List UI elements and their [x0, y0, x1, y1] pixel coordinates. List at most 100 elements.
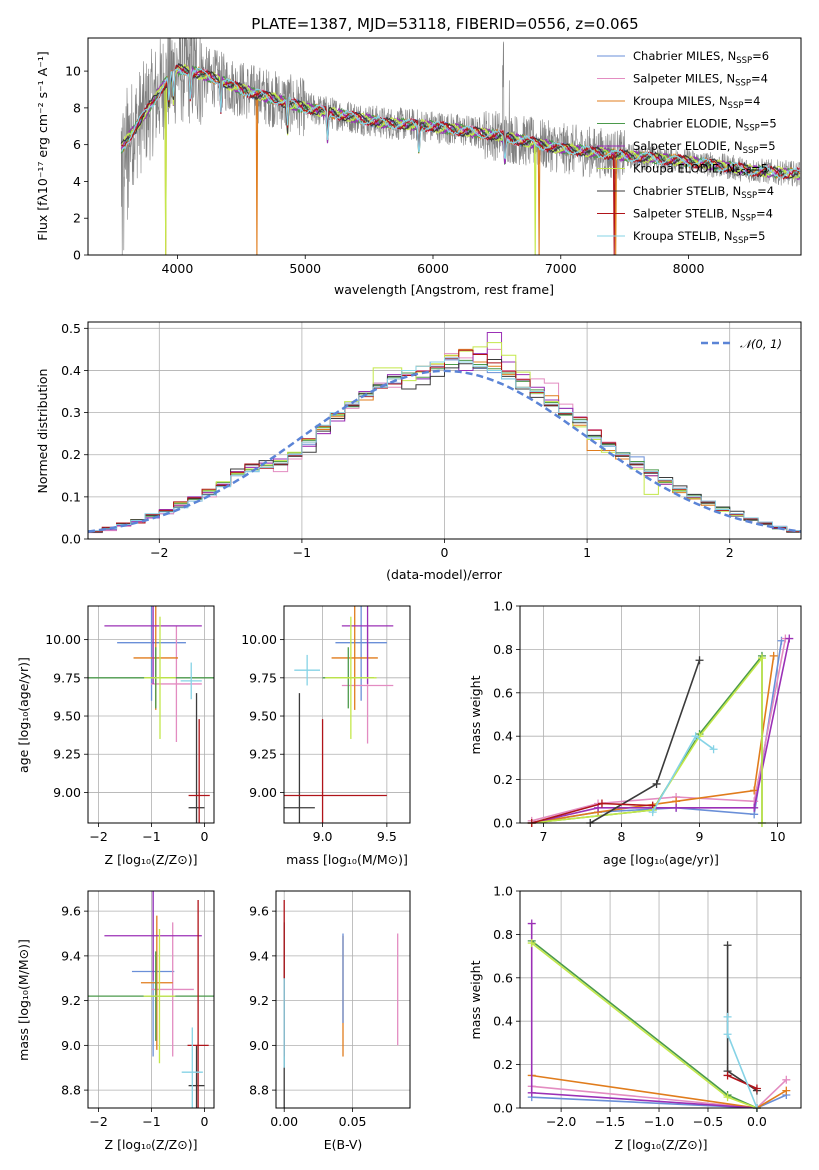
y-tick-label: 0.3: [61, 405, 81, 420]
legend-entry-subscript: SSP: [735, 169, 751, 179]
y-tick-label: 0.2: [493, 772, 513, 787]
y-tick-label: 9.0: [61, 1038, 81, 1053]
weight-point-marker: [750, 786, 759, 795]
y-tick-label: 1.0: [493, 884, 513, 899]
legend-entry-subscript: SSP: [736, 56, 752, 66]
legend-entry-count: =6: [752, 49, 769, 63]
age-vs-metallicity-xlabel: Z [log₁₀(Z/Z⊙)]: [105, 852, 198, 867]
weights-vs-age-axes-frame: [519, 605, 802, 824]
y-tick-label: 9.0: [249, 1038, 269, 1053]
y-tick-label: 0.8: [493, 642, 513, 657]
age-vs-mass-xlabel: mass [log₁₀(M/M⊙)]: [286, 852, 408, 867]
residual-histogram: [88, 342, 801, 532]
residuals-axes-frame: [87, 321, 802, 540]
weight-point-marker: [757, 654, 766, 663]
y-tick-label: 9.50: [53, 709, 81, 724]
weight-point-marker: [769, 651, 778, 660]
y-tick-label: 9.50: [249, 709, 277, 724]
y-tick-label: 9.4: [249, 948, 269, 963]
legend-entry-count: =4: [743, 94, 760, 108]
x-tick-label: 0.05: [339, 1114, 367, 1129]
legend-entry: Salpeter MILES, NSSP=4: [633, 72, 768, 89]
x-tick-label: −0.5: [693, 1114, 723, 1129]
y-tick-label: 10: [65, 64, 81, 79]
mass-vs-metallicity-panel: −2 −1 0 8.8 9.0 9.2 9.4 9.6 Z [log₁₀(Z/Z⊙)] mas…: [16, 890, 215, 1152]
y-tick-label: 0.1: [61, 489, 81, 504]
model-spectrum-line: [121, 67, 801, 180]
y-tick-label: 9.00: [53, 785, 81, 800]
x-tick-label: 9.5: [377, 829, 397, 844]
legend-entry-count: =5: [748, 229, 765, 243]
weight-point-marker: [782, 1075, 791, 1084]
y-tick-label: 1.0: [493, 599, 513, 614]
weight-series-line: [727, 1074, 758, 1090]
legend-entry: Kroupa ELODIE, NSSP=5: [633, 162, 768, 179]
weight-point-marker: [648, 808, 657, 817]
weights-vs-metallicity-panel: −2.0 −1.5 −1.0 −0.5 0.0 0.0 0.2 0.4 0.6 0.8 1.0 Z …: [468, 884, 802, 1152]
mass-vs-metallicity-axes-frame: [87, 890, 215, 1109]
x-tick-label: −1: [293, 545, 311, 560]
y-tick-label: 0.2: [493, 1057, 513, 1072]
x-tick-label: 0: [200, 829, 208, 844]
y-tick-label: 9.00: [249, 785, 277, 800]
legend-entry-count: =5: [751, 162, 768, 176]
legend-entry-name: Salpeter MILES, N: [633, 72, 735, 86]
weight-point-marker: [695, 656, 704, 665]
x-tick-label: −2: [150, 545, 168, 560]
x-tick-label: −2.0: [546, 1114, 576, 1129]
weight-point-marker: [652, 779, 661, 788]
x-tick-label: −1: [142, 829, 160, 844]
x-tick-label: −1: [142, 1114, 160, 1129]
weights-vs-metallicity-ylabel: mass weight: [468, 960, 483, 1039]
mass-vs-metallicity-xlabel: Z [log₁₀(Z/Z⊙)]: [105, 1137, 198, 1152]
mass-vs-extinction-xlabel: E(B-V): [324, 1137, 363, 1152]
weight-point-marker: [785, 634, 794, 643]
y-tick-label: 0.5: [61, 321, 81, 336]
x-tick-label: 0: [200, 1114, 208, 1129]
weight-point-marker: [723, 1012, 732, 1021]
spectrum-axes-frame: [87, 37, 802, 256]
x-tick-label: −2: [89, 1114, 107, 1129]
weight-point-marker: [752, 1084, 761, 1093]
legend-entry-subscript: SSP: [741, 191, 757, 201]
legend-entry-subscript: SSP: [728, 101, 744, 111]
legend-entry-name: Chabrier ELODIE, N: [633, 117, 744, 131]
legend-entry-name: Salpeter ELODIE, N: [633, 139, 743, 153]
weight-point-marker: [527, 919, 536, 928]
y-tick-label: 9.4: [61, 948, 81, 963]
y-tick-label: 0.4: [61, 363, 81, 378]
y-tick-label: 2: [73, 211, 81, 226]
residuals-xlabel: (data-model)/error: [386, 567, 503, 582]
age-vs-mass-panel: 9.0 9.5 9.00 9.25 9.50 9.75 10.00 mass [log₁₀(…: [241, 605, 411, 867]
legend-entry-subscript: SSP: [735, 79, 751, 89]
legend-entry-count: =4: [751, 72, 768, 86]
weight-point-marker: [723, 941, 732, 950]
legend-entry-subscript: SSP: [744, 124, 760, 134]
legend-entry-count: =5: [760, 117, 777, 131]
y-tick-label: 9.75: [249, 670, 277, 685]
weight-point-marker: [723, 1071, 732, 1080]
weights-vs-metallicity-axes-frame: [519, 890, 802, 1109]
legend-entry: Chabrier STELIB, NSSP=4: [633, 184, 774, 201]
weight-point-marker: [527, 1088, 536, 1097]
mass-vs-extinction-panel: 0.00 0.05 8.8 9.0 9.2 9.4 9.6 E(B-V): [249, 890, 411, 1152]
x-tick-label: 1: [583, 545, 591, 560]
residuals-panel: −2 −1 0 1 2 0.0 0.1 0.2 0.3 0.4 0.5 (data-model)/e…: [35, 321, 802, 582]
y-tick-label: 9.25: [53, 747, 81, 762]
legend-entry-subscript: SSP: [740, 214, 756, 224]
y-tick-label: 0.4: [493, 1014, 513, 1029]
x-tick-label: 9: [696, 829, 704, 844]
x-tick-label: 10: [770, 829, 786, 844]
weight-point-marker: [691, 732, 700, 741]
x-tick-label: 7: [539, 829, 547, 844]
x-tick-label: 8: [617, 829, 625, 844]
weight-point-marker: [597, 799, 606, 808]
x-tick-label: 0: [441, 545, 449, 560]
x-tick-label: 9.0: [313, 829, 333, 844]
legend-entry-name: Chabrier MILES, N: [633, 49, 736, 63]
y-tick-label: 0.2: [61, 447, 81, 462]
y-tick-label: 9.75: [53, 670, 81, 685]
y-tick-label: 9.25: [249, 747, 277, 762]
